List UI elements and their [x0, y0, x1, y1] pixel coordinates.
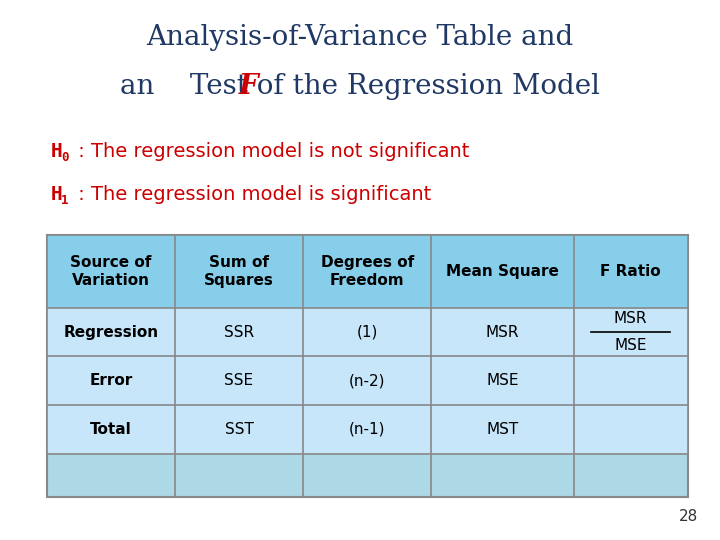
FancyBboxPatch shape	[47, 405, 688, 454]
Text: Total: Total	[90, 422, 132, 437]
FancyBboxPatch shape	[47, 235, 688, 497]
Text: Mean Square: Mean Square	[446, 264, 559, 279]
Text: F: F	[238, 73, 258, 100]
Text: SSE: SSE	[225, 373, 253, 388]
Text: MST: MST	[486, 422, 518, 437]
Text: F Ratio: F Ratio	[600, 264, 661, 279]
Text: MSR: MSR	[614, 311, 647, 326]
Text: Analysis-of-Variance Table and: Analysis-of-Variance Table and	[146, 24, 574, 51]
Text: : The regression model is significant: : The regression model is significant	[72, 185, 431, 204]
Text: Degrees of
Freedom: Degrees of Freedom	[320, 255, 414, 287]
Text: (1): (1)	[356, 325, 378, 340]
Text: MSR: MSR	[486, 325, 519, 340]
Text: : The regression model is not significant: : The regression model is not significan…	[72, 141, 469, 161]
Text: SST: SST	[225, 422, 253, 437]
Text: SSR: SSR	[224, 325, 254, 340]
Text: (n-2): (n-2)	[349, 373, 385, 388]
Text: Source of
Variation: Source of Variation	[70, 255, 152, 287]
FancyBboxPatch shape	[47, 356, 688, 405]
FancyBboxPatch shape	[47, 235, 688, 308]
Text: 0: 0	[61, 151, 68, 164]
Text: Sum of
Squares: Sum of Squares	[204, 255, 274, 287]
Text: MSE: MSE	[614, 338, 647, 353]
Text: 28: 28	[679, 509, 698, 524]
Text: Error: Error	[89, 373, 132, 388]
Text: an    Test of the Regression Model: an Test of the Regression Model	[120, 73, 600, 100]
Text: H: H	[50, 141, 62, 161]
Text: H: H	[50, 185, 62, 204]
FancyBboxPatch shape	[47, 308, 688, 356]
Text: Regression: Regression	[63, 325, 158, 340]
Text: MSE: MSE	[486, 373, 518, 388]
Text: (n-1): (n-1)	[349, 422, 385, 437]
Text: 1: 1	[61, 194, 68, 207]
